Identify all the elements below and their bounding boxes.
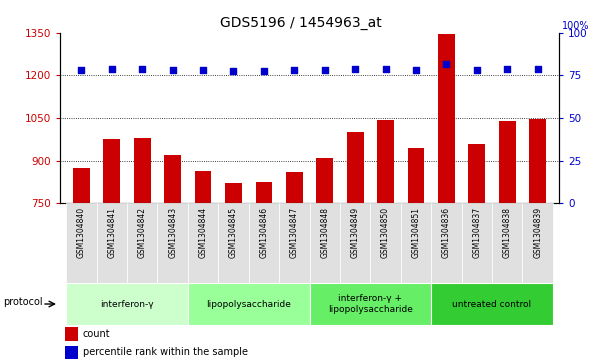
Text: 100%: 100% xyxy=(562,21,589,31)
Point xyxy=(381,66,391,72)
Text: GSM1304838: GSM1304838 xyxy=(502,207,511,258)
Bar xyxy=(127,203,157,283)
Bar xyxy=(164,155,181,203)
Text: lipopolysaccharide: lipopolysaccharide xyxy=(206,299,291,309)
Bar xyxy=(188,283,310,325)
Text: GSM1304841: GSM1304841 xyxy=(108,207,117,258)
Text: percentile rank within the sample: percentile rank within the sample xyxy=(82,347,248,358)
Text: GSM1304837: GSM1304837 xyxy=(472,207,481,258)
Bar xyxy=(249,203,279,283)
Text: GSM1304851: GSM1304851 xyxy=(412,207,421,258)
Text: GDS5196 / 1454963_at: GDS5196 / 1454963_at xyxy=(219,16,382,30)
Point xyxy=(168,67,177,73)
Text: count: count xyxy=(82,329,110,339)
Bar xyxy=(462,203,492,283)
Bar xyxy=(370,203,401,283)
Text: protocol: protocol xyxy=(3,297,43,307)
Text: interferon-γ +
lipopolysaccharide: interferon-γ + lipopolysaccharide xyxy=(328,294,413,314)
Bar xyxy=(529,119,546,203)
Text: GSM1304846: GSM1304846 xyxy=(260,207,269,258)
Bar xyxy=(438,34,455,203)
Bar xyxy=(286,172,303,203)
Text: interferon-γ: interferon-γ xyxy=(100,299,154,309)
Bar xyxy=(279,203,310,283)
Bar xyxy=(310,283,431,325)
Bar xyxy=(310,203,340,283)
Point xyxy=(259,68,269,74)
Bar xyxy=(65,327,78,341)
Bar xyxy=(218,203,249,283)
Bar xyxy=(377,120,394,203)
Bar xyxy=(347,132,364,203)
Point xyxy=(350,66,360,72)
Text: GSM1304840: GSM1304840 xyxy=(77,207,86,258)
Bar xyxy=(401,203,431,283)
Point xyxy=(502,66,512,72)
Text: GSM1304847: GSM1304847 xyxy=(290,207,299,258)
Bar xyxy=(66,283,188,325)
Bar xyxy=(492,203,522,283)
Bar xyxy=(431,283,553,325)
Text: GSM1304839: GSM1304839 xyxy=(533,207,542,258)
Point xyxy=(411,67,421,73)
Point xyxy=(320,67,329,73)
Bar xyxy=(407,148,424,203)
Point xyxy=(107,66,117,72)
Point xyxy=(290,67,299,73)
Point xyxy=(533,66,543,72)
Bar xyxy=(195,171,212,203)
Text: GSM1304843: GSM1304843 xyxy=(168,207,177,258)
Text: GSM1304845: GSM1304845 xyxy=(229,207,238,258)
Bar xyxy=(522,203,553,283)
Bar xyxy=(431,203,462,283)
Text: GSM1304844: GSM1304844 xyxy=(198,207,207,258)
Point xyxy=(228,68,238,74)
Bar xyxy=(316,158,333,203)
Bar xyxy=(65,346,78,359)
Point xyxy=(76,67,86,73)
Point xyxy=(138,66,147,72)
Text: untreated control: untreated control xyxy=(453,299,531,309)
Bar xyxy=(134,138,151,203)
Text: GSM1304836: GSM1304836 xyxy=(442,207,451,258)
Text: GSM1304850: GSM1304850 xyxy=(381,207,390,258)
Bar xyxy=(255,182,272,203)
Bar xyxy=(66,203,97,283)
Bar xyxy=(157,203,188,283)
Bar xyxy=(97,203,127,283)
Bar xyxy=(225,183,242,203)
Text: GSM1304848: GSM1304848 xyxy=(320,207,329,258)
Point xyxy=(198,67,208,73)
Bar xyxy=(340,203,370,283)
Text: GSM1304849: GSM1304849 xyxy=(350,207,359,258)
Bar xyxy=(468,144,485,203)
Bar xyxy=(499,121,516,203)
Bar xyxy=(103,139,120,203)
Point xyxy=(472,67,481,73)
Point xyxy=(442,61,451,67)
Bar xyxy=(188,203,218,283)
Bar xyxy=(73,168,90,203)
Text: GSM1304842: GSM1304842 xyxy=(138,207,147,258)
